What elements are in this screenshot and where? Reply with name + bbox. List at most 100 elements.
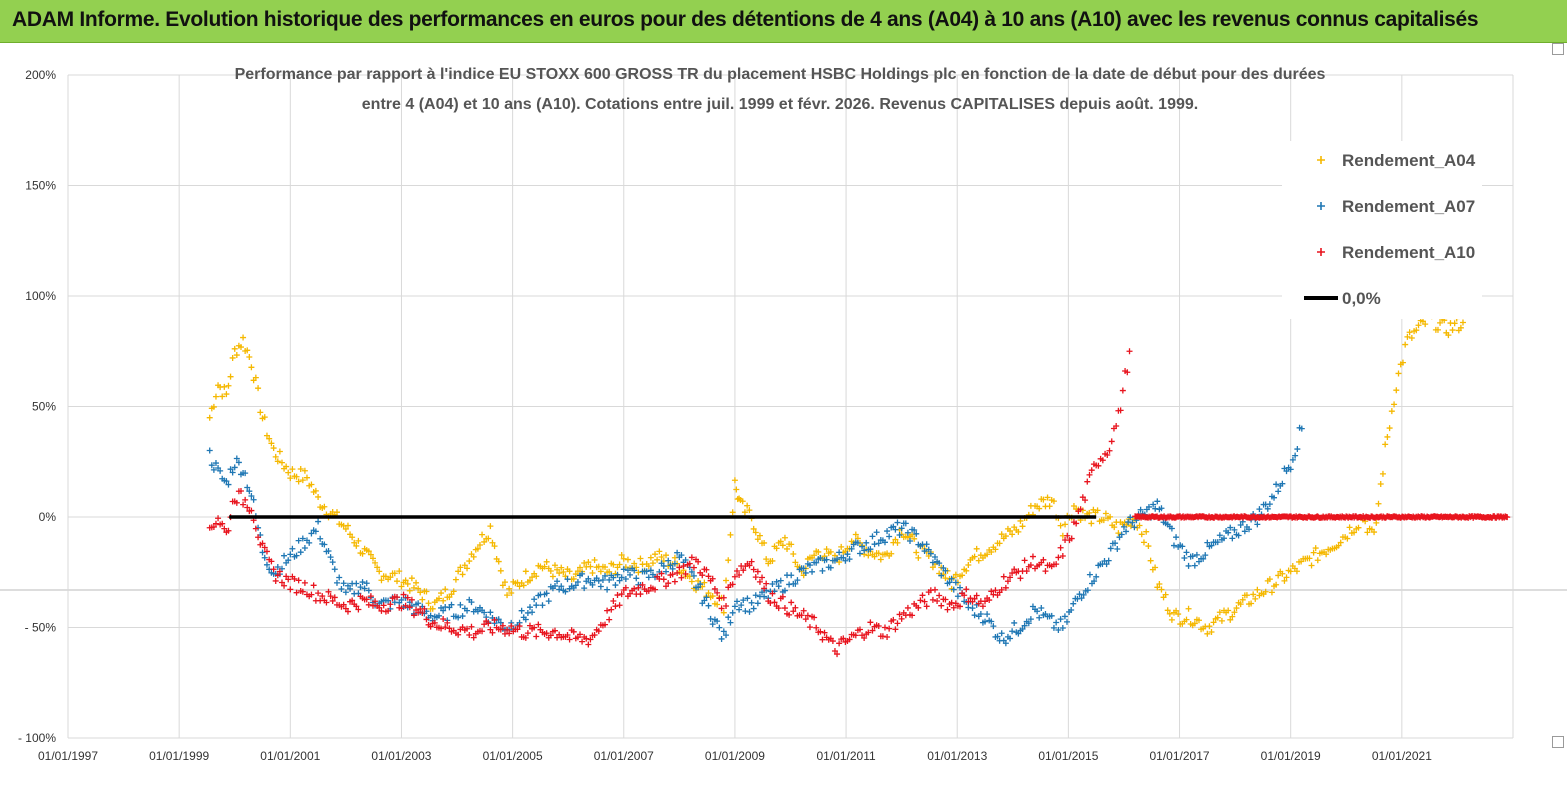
resize-handle-bottom-right[interactable] xyxy=(1552,736,1564,748)
data-point xyxy=(1413,327,1420,334)
data-point xyxy=(971,612,978,619)
data-point xyxy=(608,606,615,613)
data-point xyxy=(355,606,362,613)
data-point xyxy=(854,540,861,547)
data-point xyxy=(558,564,565,571)
data-point xyxy=(1227,616,1234,623)
data-point xyxy=(1287,466,1294,473)
data-point xyxy=(365,587,372,594)
data-point xyxy=(357,584,364,591)
data-point xyxy=(278,459,285,466)
data-point xyxy=(261,544,268,551)
data-point xyxy=(295,577,302,584)
data-point xyxy=(763,556,770,563)
data-point xyxy=(1273,581,1280,588)
data-point xyxy=(333,509,340,516)
data-point xyxy=(618,551,625,558)
data-point xyxy=(645,563,652,570)
data-point xyxy=(276,448,283,455)
data-point xyxy=(526,577,533,584)
data-point xyxy=(522,634,529,641)
data-point xyxy=(705,590,712,597)
data-point xyxy=(423,588,430,595)
data-point xyxy=(1002,640,1009,647)
data-point xyxy=(867,546,874,553)
data-point xyxy=(1152,505,1159,512)
data-point xyxy=(1099,457,1106,464)
data-point xyxy=(781,605,788,612)
data-point xyxy=(1042,568,1049,575)
data-point xyxy=(526,604,533,611)
data-point xyxy=(342,525,349,532)
data-point xyxy=(1095,462,1102,469)
data-point xyxy=(229,469,236,476)
data-point xyxy=(206,447,213,454)
data-point xyxy=(1029,553,1036,560)
data-point xyxy=(686,573,693,580)
report-banner: ADAM Informe. Evolution historique des p… xyxy=(0,0,1567,43)
data-point xyxy=(729,509,736,516)
data-point xyxy=(718,605,725,612)
data-point xyxy=(1158,505,1165,512)
resize-handle-top-right[interactable] xyxy=(1552,43,1564,55)
data-point xyxy=(1323,551,1330,558)
data-point xyxy=(923,603,930,610)
data-point xyxy=(1055,627,1062,634)
data-point xyxy=(786,611,793,618)
data-point xyxy=(806,562,813,569)
data-point xyxy=(520,582,527,589)
data-point xyxy=(938,572,945,579)
data-point xyxy=(754,536,761,543)
data-point xyxy=(491,543,498,550)
data-point xyxy=(729,581,736,588)
data-point xyxy=(610,574,617,581)
data-point xyxy=(652,551,659,558)
data-point xyxy=(938,602,945,609)
data-point xyxy=(581,585,588,592)
x-tick-label: 01/01/2013 xyxy=(927,749,987,763)
data-point xyxy=(1138,531,1145,538)
data-point xyxy=(821,629,828,636)
data-point xyxy=(338,585,345,592)
data-point xyxy=(736,571,743,578)
data-point xyxy=(863,539,870,546)
data-point xyxy=(1145,503,1152,510)
data-point xyxy=(1064,532,1071,539)
data-point xyxy=(761,585,768,592)
data-point xyxy=(1395,370,1402,377)
data-point xyxy=(716,624,723,631)
data-point xyxy=(1084,478,1091,485)
data-point xyxy=(315,590,322,597)
data-point xyxy=(1179,543,1186,550)
data-point xyxy=(1082,497,1089,504)
data-point xyxy=(1091,578,1098,585)
data-point xyxy=(802,616,809,623)
data-point xyxy=(1050,624,1057,631)
data-point xyxy=(1173,607,1180,614)
data-point xyxy=(731,477,738,484)
data-point xyxy=(688,554,695,561)
data-point xyxy=(570,628,577,635)
data-point xyxy=(446,625,453,632)
data-point xyxy=(836,640,843,647)
data-point xyxy=(487,609,494,616)
data-point xyxy=(1218,617,1225,624)
data-point xyxy=(665,557,672,564)
data-point xyxy=(1283,574,1290,581)
data-point xyxy=(487,523,494,530)
data-point xyxy=(295,478,302,485)
data-point xyxy=(242,470,249,477)
data-point xyxy=(329,559,336,566)
data-point xyxy=(508,589,515,596)
data-point xyxy=(308,591,315,598)
data-point xyxy=(761,539,768,546)
data-point xyxy=(618,591,625,598)
data-point xyxy=(235,459,242,466)
data-point xyxy=(1437,319,1444,326)
data-point xyxy=(682,571,689,578)
report-title: ADAM Informe. Evolution historique des p… xyxy=(12,8,1479,31)
x-tick-label: 01/01/2007 xyxy=(594,749,654,763)
x-tick-label: 01/01/2021 xyxy=(1372,749,1432,763)
data-point xyxy=(1118,531,1125,538)
data-point xyxy=(1189,553,1196,560)
